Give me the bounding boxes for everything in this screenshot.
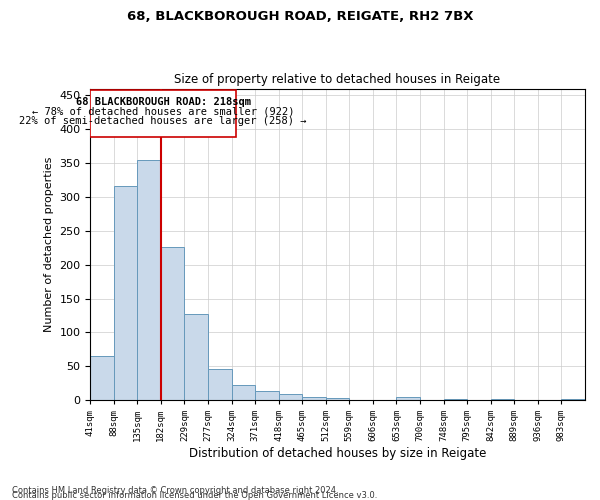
Bar bbox=[184, 314, 208, 400]
Bar bbox=[161, 247, 184, 400]
Bar bbox=[397, 398, 420, 400]
Text: ← 78% of detached houses are smaller (922): ← 78% of detached houses are smaller (92… bbox=[32, 106, 295, 116]
Text: 68, BLACKBOROUGH ROAD, REIGATE, RH2 7BX: 68, BLACKBOROUGH ROAD, REIGATE, RH2 7BX bbox=[127, 10, 473, 23]
X-axis label: Distribution of detached houses by size in Reigate: Distribution of detached houses by size … bbox=[189, 447, 486, 460]
Bar bbox=[278, 394, 302, 400]
Bar bbox=[137, 160, 161, 400]
Title: Size of property relative to detached houses in Reigate: Size of property relative to detached ho… bbox=[175, 73, 500, 86]
Text: Contains HM Land Registry data © Crown copyright and database right 2024.: Contains HM Land Registry data © Crown c… bbox=[12, 486, 338, 495]
Bar bbox=[113, 186, 137, 400]
Text: 22% of semi-detached houses are larger (258) →: 22% of semi-detached houses are larger (… bbox=[19, 116, 307, 126]
Bar bbox=[255, 390, 278, 400]
Bar bbox=[208, 369, 232, 400]
Bar bbox=[232, 386, 255, 400]
Bar bbox=[326, 398, 349, 400]
Y-axis label: Number of detached properties: Number of detached properties bbox=[44, 156, 54, 332]
Text: Contains public sector information licensed under the Open Government Licence v3: Contains public sector information licen… bbox=[12, 491, 377, 500]
Bar bbox=[562, 399, 585, 400]
Bar bbox=[302, 397, 326, 400]
Text: 68 BLACKBOROUGH ROAD: 218sqm: 68 BLACKBOROUGH ROAD: 218sqm bbox=[76, 96, 251, 106]
Bar bbox=[90, 356, 113, 400]
Bar bbox=[491, 399, 514, 400]
Bar bbox=[90, 90, 236, 138]
